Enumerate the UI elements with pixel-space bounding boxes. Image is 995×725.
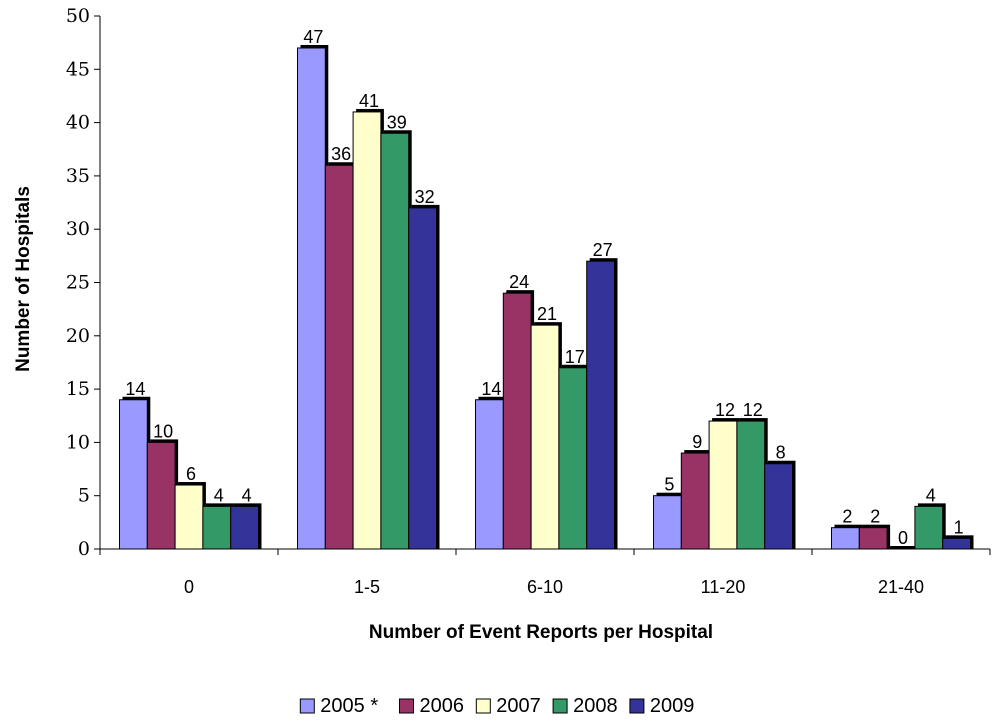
bar-2007-0 xyxy=(174,484,204,550)
x-tick-label: 6-10 xyxy=(527,577,563,597)
x-tick-label: 11-20 xyxy=(701,577,746,597)
data-label: 8 xyxy=(776,443,786,463)
bar-2005-1 xyxy=(297,47,326,550)
data-label: 36 xyxy=(331,144,351,164)
legend-label-2009: 2009 xyxy=(650,695,695,717)
legend-swatch-2008 xyxy=(552,698,568,714)
data-label: 2 xyxy=(870,507,880,527)
data-label: 21 xyxy=(537,304,557,324)
data-label: 14 xyxy=(481,379,501,399)
bar-2009-3 xyxy=(764,463,794,550)
bar-2006-1 xyxy=(324,164,354,550)
bar-2006-3 xyxy=(680,452,710,550)
bar-2008-3 xyxy=(736,420,766,550)
bar-shadow xyxy=(890,546,918,549)
x-tick-label: 0 xyxy=(184,577,194,597)
bar-2007-1 xyxy=(352,111,382,550)
y-tick-label: 25 xyxy=(66,272,90,294)
bar-2008-4 xyxy=(914,505,944,550)
legend-label-2005: 2005 * xyxy=(320,695,378,717)
bar-2006-4 xyxy=(858,527,888,550)
bar-2006-0 xyxy=(146,441,176,550)
legend: 2005 * 2006 2007 2008 2009 xyxy=(299,695,695,717)
y-tick-label: 40 xyxy=(66,112,90,134)
bar-2007-3 xyxy=(708,420,738,550)
data-label: 17 xyxy=(565,347,585,367)
y-tick-label: 10 xyxy=(66,431,90,453)
y-tick-label: 20 xyxy=(66,325,90,347)
y-tick-label: 35 xyxy=(66,165,90,187)
bars-layer xyxy=(119,44,974,550)
data-label: 14 xyxy=(125,379,145,399)
data-label: 32 xyxy=(415,187,435,207)
data-label: 4 xyxy=(214,485,224,505)
data-label: 24 xyxy=(509,272,529,292)
legend-swatch-2005 xyxy=(299,698,315,714)
data-label: 41 xyxy=(359,91,379,111)
data-label: 27 xyxy=(593,240,613,260)
bar-2009-0 xyxy=(230,505,259,550)
bar-2005-4 xyxy=(831,527,860,550)
y-axis-title: Number of Hospitals xyxy=(13,186,34,372)
y-tick-label: 0 xyxy=(78,538,90,560)
data-label: 0 xyxy=(898,528,908,548)
data-label: 4 xyxy=(242,485,252,505)
data-label: 1 xyxy=(954,517,964,537)
data-label: 12 xyxy=(715,400,735,420)
bar-2007-2 xyxy=(530,324,560,550)
data-label: 12 xyxy=(743,400,763,420)
y-tick-label: 50 xyxy=(66,5,90,27)
legend-label-2008: 2008 xyxy=(573,695,618,717)
bar-2008-1 xyxy=(380,132,410,550)
bar-2006-2 xyxy=(502,292,532,550)
data-label: 5 xyxy=(664,475,674,495)
legend-label-2006: 2006 xyxy=(420,695,465,717)
y-tick-label: 15 xyxy=(66,378,90,400)
data-label: 9 xyxy=(692,432,702,452)
data-label: 4 xyxy=(926,485,936,505)
bar-2005-3 xyxy=(653,495,682,550)
data-label: 47 xyxy=(303,27,323,47)
data-label: 39 xyxy=(387,112,407,132)
bar-2005-0 xyxy=(119,399,148,550)
x-tick-label: 1-5 xyxy=(354,577,380,597)
bar-2008-0 xyxy=(202,505,232,550)
data-label: 10 xyxy=(153,421,173,441)
bar-2009-1 xyxy=(408,207,438,550)
legend-swatch-2007 xyxy=(475,698,491,714)
y-tick-label: 30 xyxy=(66,218,90,240)
bar-2009-4 xyxy=(942,537,972,550)
y-tick-label: 5 xyxy=(78,485,90,507)
legend-swatch-2006 xyxy=(399,698,414,714)
bar-2005-2 xyxy=(475,399,504,550)
y-tick-label: 45 xyxy=(66,58,90,80)
legend-label-2007: 2007 xyxy=(496,695,541,717)
x-tick-label: 21-40 xyxy=(878,577,924,597)
bar-2009-2 xyxy=(586,260,616,550)
data-label: 2 xyxy=(842,507,852,527)
bar-2008-2 xyxy=(558,367,588,550)
x-axis-title: Number of Event Reports per Hospital xyxy=(369,622,713,643)
legend-swatch-2009 xyxy=(629,698,645,714)
data-label: 6 xyxy=(186,464,196,484)
